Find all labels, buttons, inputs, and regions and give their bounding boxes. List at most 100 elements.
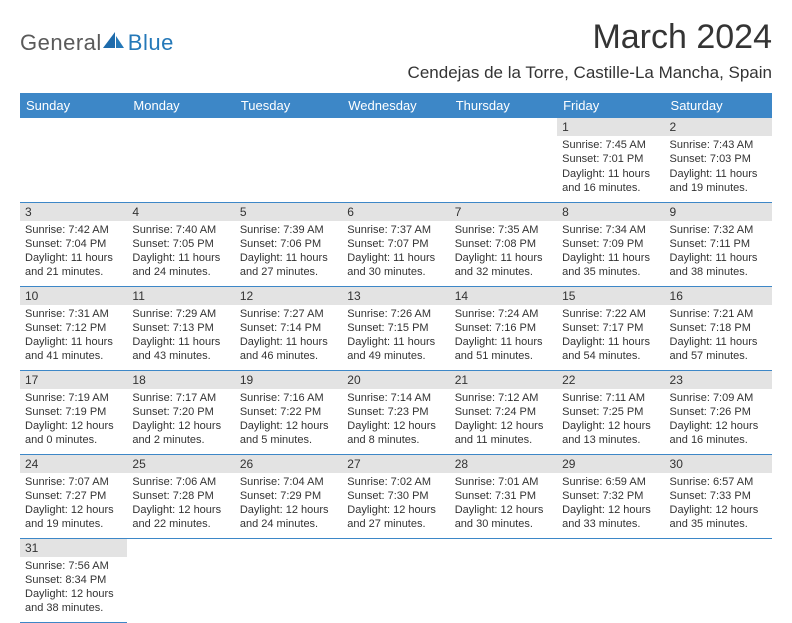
calendar-blank-cell bbox=[557, 538, 664, 622]
day-content: Sunrise: 7:06 AMSunset: 7:28 PMDaylight:… bbox=[127, 473, 234, 535]
day-line: and 11 minutes. bbox=[455, 433, 552, 447]
calendar-week-row: 31Sunrise: 7:56 AMSunset: 8:34 PMDayligh… bbox=[20, 538, 772, 622]
day-line: Sunset: 7:32 PM bbox=[562, 489, 659, 503]
day-line: and 19 minutes. bbox=[670, 181, 767, 195]
day-line: Daylight: 11 hours bbox=[25, 251, 122, 265]
day-line: Daylight: 11 hours bbox=[670, 251, 767, 265]
day-line: and 30 minutes. bbox=[347, 265, 444, 279]
day-line: and 35 minutes. bbox=[670, 517, 767, 531]
day-line: Daylight: 12 hours bbox=[455, 503, 552, 517]
day-line: and 16 minutes. bbox=[670, 433, 767, 447]
calendar-week-row: 24Sunrise: 7:07 AMSunset: 7:27 PMDayligh… bbox=[20, 454, 772, 538]
day-line: Sunset: 7:25 PM bbox=[562, 405, 659, 419]
calendar-day-cell: 8Sunrise: 7:34 AMSunset: 7:09 PMDaylight… bbox=[557, 202, 664, 286]
day-line: and 57 minutes. bbox=[670, 349, 767, 363]
day-line: Sunset: 7:19 PM bbox=[25, 405, 122, 419]
day-line: Sunrise: 7:11 AM bbox=[562, 391, 659, 405]
day-number: 17 bbox=[20, 371, 127, 389]
day-line: Sunrise: 7:42 AM bbox=[25, 223, 122, 237]
day-content: Sunrise: 7:56 AMSunset: 8:34 PMDaylight:… bbox=[20, 557, 127, 619]
day-line: Daylight: 12 hours bbox=[240, 503, 337, 517]
day-line: Sunset: 7:33 PM bbox=[670, 489, 767, 503]
day-line: Sunset: 8:34 PM bbox=[25, 573, 122, 587]
day-line: Sunrise: 6:57 AM bbox=[670, 475, 767, 489]
day-line: Sunrise: 7:29 AM bbox=[132, 307, 229, 321]
calendar-day-cell: 22Sunrise: 7:11 AMSunset: 7:25 PMDayligh… bbox=[557, 370, 664, 454]
day-line: Sunrise: 7:40 AM bbox=[132, 223, 229, 237]
day-content: Sunrise: 7:27 AMSunset: 7:14 PMDaylight:… bbox=[235, 305, 342, 367]
calendar-day-cell: 17Sunrise: 7:19 AMSunset: 7:19 PMDayligh… bbox=[20, 370, 127, 454]
day-line: Sunset: 7:04 PM bbox=[25, 237, 122, 251]
day-content: Sunrise: 7:32 AMSunset: 7:11 PMDaylight:… bbox=[665, 221, 772, 283]
calendar-week-row: 1Sunrise: 7:45 AMSunset: 7:01 PMDaylight… bbox=[20, 118, 772, 202]
weekday-header: Tuesday bbox=[235, 93, 342, 118]
day-line: Sunset: 7:23 PM bbox=[347, 405, 444, 419]
day-line: Sunset: 7:09 PM bbox=[562, 237, 659, 251]
calendar-day-cell: 15Sunrise: 7:22 AMSunset: 7:17 PMDayligh… bbox=[557, 286, 664, 370]
day-line: Daylight: 11 hours bbox=[670, 167, 767, 181]
day-line: Sunrise: 6:59 AM bbox=[562, 475, 659, 489]
calendar-day-cell: 13Sunrise: 7:26 AMSunset: 7:15 PMDayligh… bbox=[342, 286, 449, 370]
calendar-day-cell: 5Sunrise: 7:39 AMSunset: 7:06 PMDaylight… bbox=[235, 202, 342, 286]
calendar-day-cell: 31Sunrise: 7:56 AMSunset: 8:34 PMDayligh… bbox=[20, 538, 127, 622]
day-line: Daylight: 11 hours bbox=[562, 167, 659, 181]
day-line: Sunset: 7:18 PM bbox=[670, 321, 767, 335]
day-content: Sunrise: 7:29 AMSunset: 7:13 PMDaylight:… bbox=[127, 305, 234, 367]
day-line: Sunset: 7:22 PM bbox=[240, 405, 337, 419]
calendar-day-cell: 18Sunrise: 7:17 AMSunset: 7:20 PMDayligh… bbox=[127, 370, 234, 454]
day-line: Sunrise: 7:45 AM bbox=[562, 138, 659, 152]
day-content: Sunrise: 7:43 AMSunset: 7:03 PMDaylight:… bbox=[665, 136, 772, 198]
day-content: Sunrise: 7:22 AMSunset: 7:17 PMDaylight:… bbox=[557, 305, 664, 367]
day-line: and 30 minutes. bbox=[455, 517, 552, 531]
day-content: Sunrise: 7:16 AMSunset: 7:22 PMDaylight:… bbox=[235, 389, 342, 451]
day-line: Sunset: 7:13 PM bbox=[132, 321, 229, 335]
day-line: Sunrise: 7:31 AM bbox=[25, 307, 122, 321]
day-line: and 33 minutes. bbox=[562, 517, 659, 531]
day-line: Sunrise: 7:12 AM bbox=[455, 391, 552, 405]
calendar-blank-cell bbox=[127, 118, 234, 202]
weekday-header-row: SundayMondayTuesdayWednesdayThursdayFrid… bbox=[20, 93, 772, 118]
calendar-day-cell: 7Sunrise: 7:35 AMSunset: 7:08 PMDaylight… bbox=[450, 202, 557, 286]
day-number: 18 bbox=[127, 371, 234, 389]
day-line: Daylight: 12 hours bbox=[562, 503, 659, 517]
day-line: Daylight: 11 hours bbox=[562, 251, 659, 265]
calendar-week-row: 10Sunrise: 7:31 AMSunset: 7:12 PMDayligh… bbox=[20, 286, 772, 370]
day-line: and 5 minutes. bbox=[240, 433, 337, 447]
day-number: 24 bbox=[20, 455, 127, 473]
day-line: Sunrise: 7:19 AM bbox=[25, 391, 122, 405]
calendar-blank-cell bbox=[235, 538, 342, 622]
day-number: 7 bbox=[450, 203, 557, 221]
day-line: Sunset: 7:31 PM bbox=[455, 489, 552, 503]
day-line: Sunset: 7:28 PM bbox=[132, 489, 229, 503]
day-line: Daylight: 12 hours bbox=[347, 503, 444, 517]
day-number: 29 bbox=[557, 455, 664, 473]
calendar-blank-cell bbox=[127, 538, 234, 622]
day-number: 26 bbox=[235, 455, 342, 473]
day-line: Sunset: 7:17 PM bbox=[562, 321, 659, 335]
day-line: Daylight: 11 hours bbox=[562, 335, 659, 349]
logo-text-blue: Blue bbox=[128, 30, 174, 56]
calendar-day-cell: 16Sunrise: 7:21 AMSunset: 7:18 PMDayligh… bbox=[665, 286, 772, 370]
weekday-header: Wednesday bbox=[342, 93, 449, 118]
day-content: Sunrise: 7:37 AMSunset: 7:07 PMDaylight:… bbox=[342, 221, 449, 283]
calendar-week-row: 17Sunrise: 7:19 AMSunset: 7:19 PMDayligh… bbox=[20, 370, 772, 454]
day-line: Sunset: 7:01 PM bbox=[562, 152, 659, 166]
calendar-day-cell: 4Sunrise: 7:40 AMSunset: 7:05 PMDaylight… bbox=[127, 202, 234, 286]
day-line: Sunset: 7:07 PM bbox=[347, 237, 444, 251]
calendar-day-cell: 10Sunrise: 7:31 AMSunset: 7:12 PMDayligh… bbox=[20, 286, 127, 370]
weekday-header: Monday bbox=[127, 93, 234, 118]
day-content: Sunrise: 7:19 AMSunset: 7:19 PMDaylight:… bbox=[20, 389, 127, 451]
calendar-day-cell: 19Sunrise: 7:16 AMSunset: 7:22 PMDayligh… bbox=[235, 370, 342, 454]
day-content: Sunrise: 6:59 AMSunset: 7:32 PMDaylight:… bbox=[557, 473, 664, 535]
day-number: 16 bbox=[665, 287, 772, 305]
day-line: and 27 minutes. bbox=[347, 517, 444, 531]
day-line: Sunrise: 7:35 AM bbox=[455, 223, 552, 237]
day-line: and 2 minutes. bbox=[132, 433, 229, 447]
calendar-day-cell: 6Sunrise: 7:37 AMSunset: 7:07 PMDaylight… bbox=[342, 202, 449, 286]
day-line: and 0 minutes. bbox=[25, 433, 122, 447]
day-line: Sunrise: 7:02 AM bbox=[347, 475, 444, 489]
weekday-header: Friday bbox=[557, 93, 664, 118]
day-content: Sunrise: 7:42 AMSunset: 7:04 PMDaylight:… bbox=[20, 221, 127, 283]
day-content: Sunrise: 7:35 AMSunset: 7:08 PMDaylight:… bbox=[450, 221, 557, 283]
day-line: and 43 minutes. bbox=[132, 349, 229, 363]
